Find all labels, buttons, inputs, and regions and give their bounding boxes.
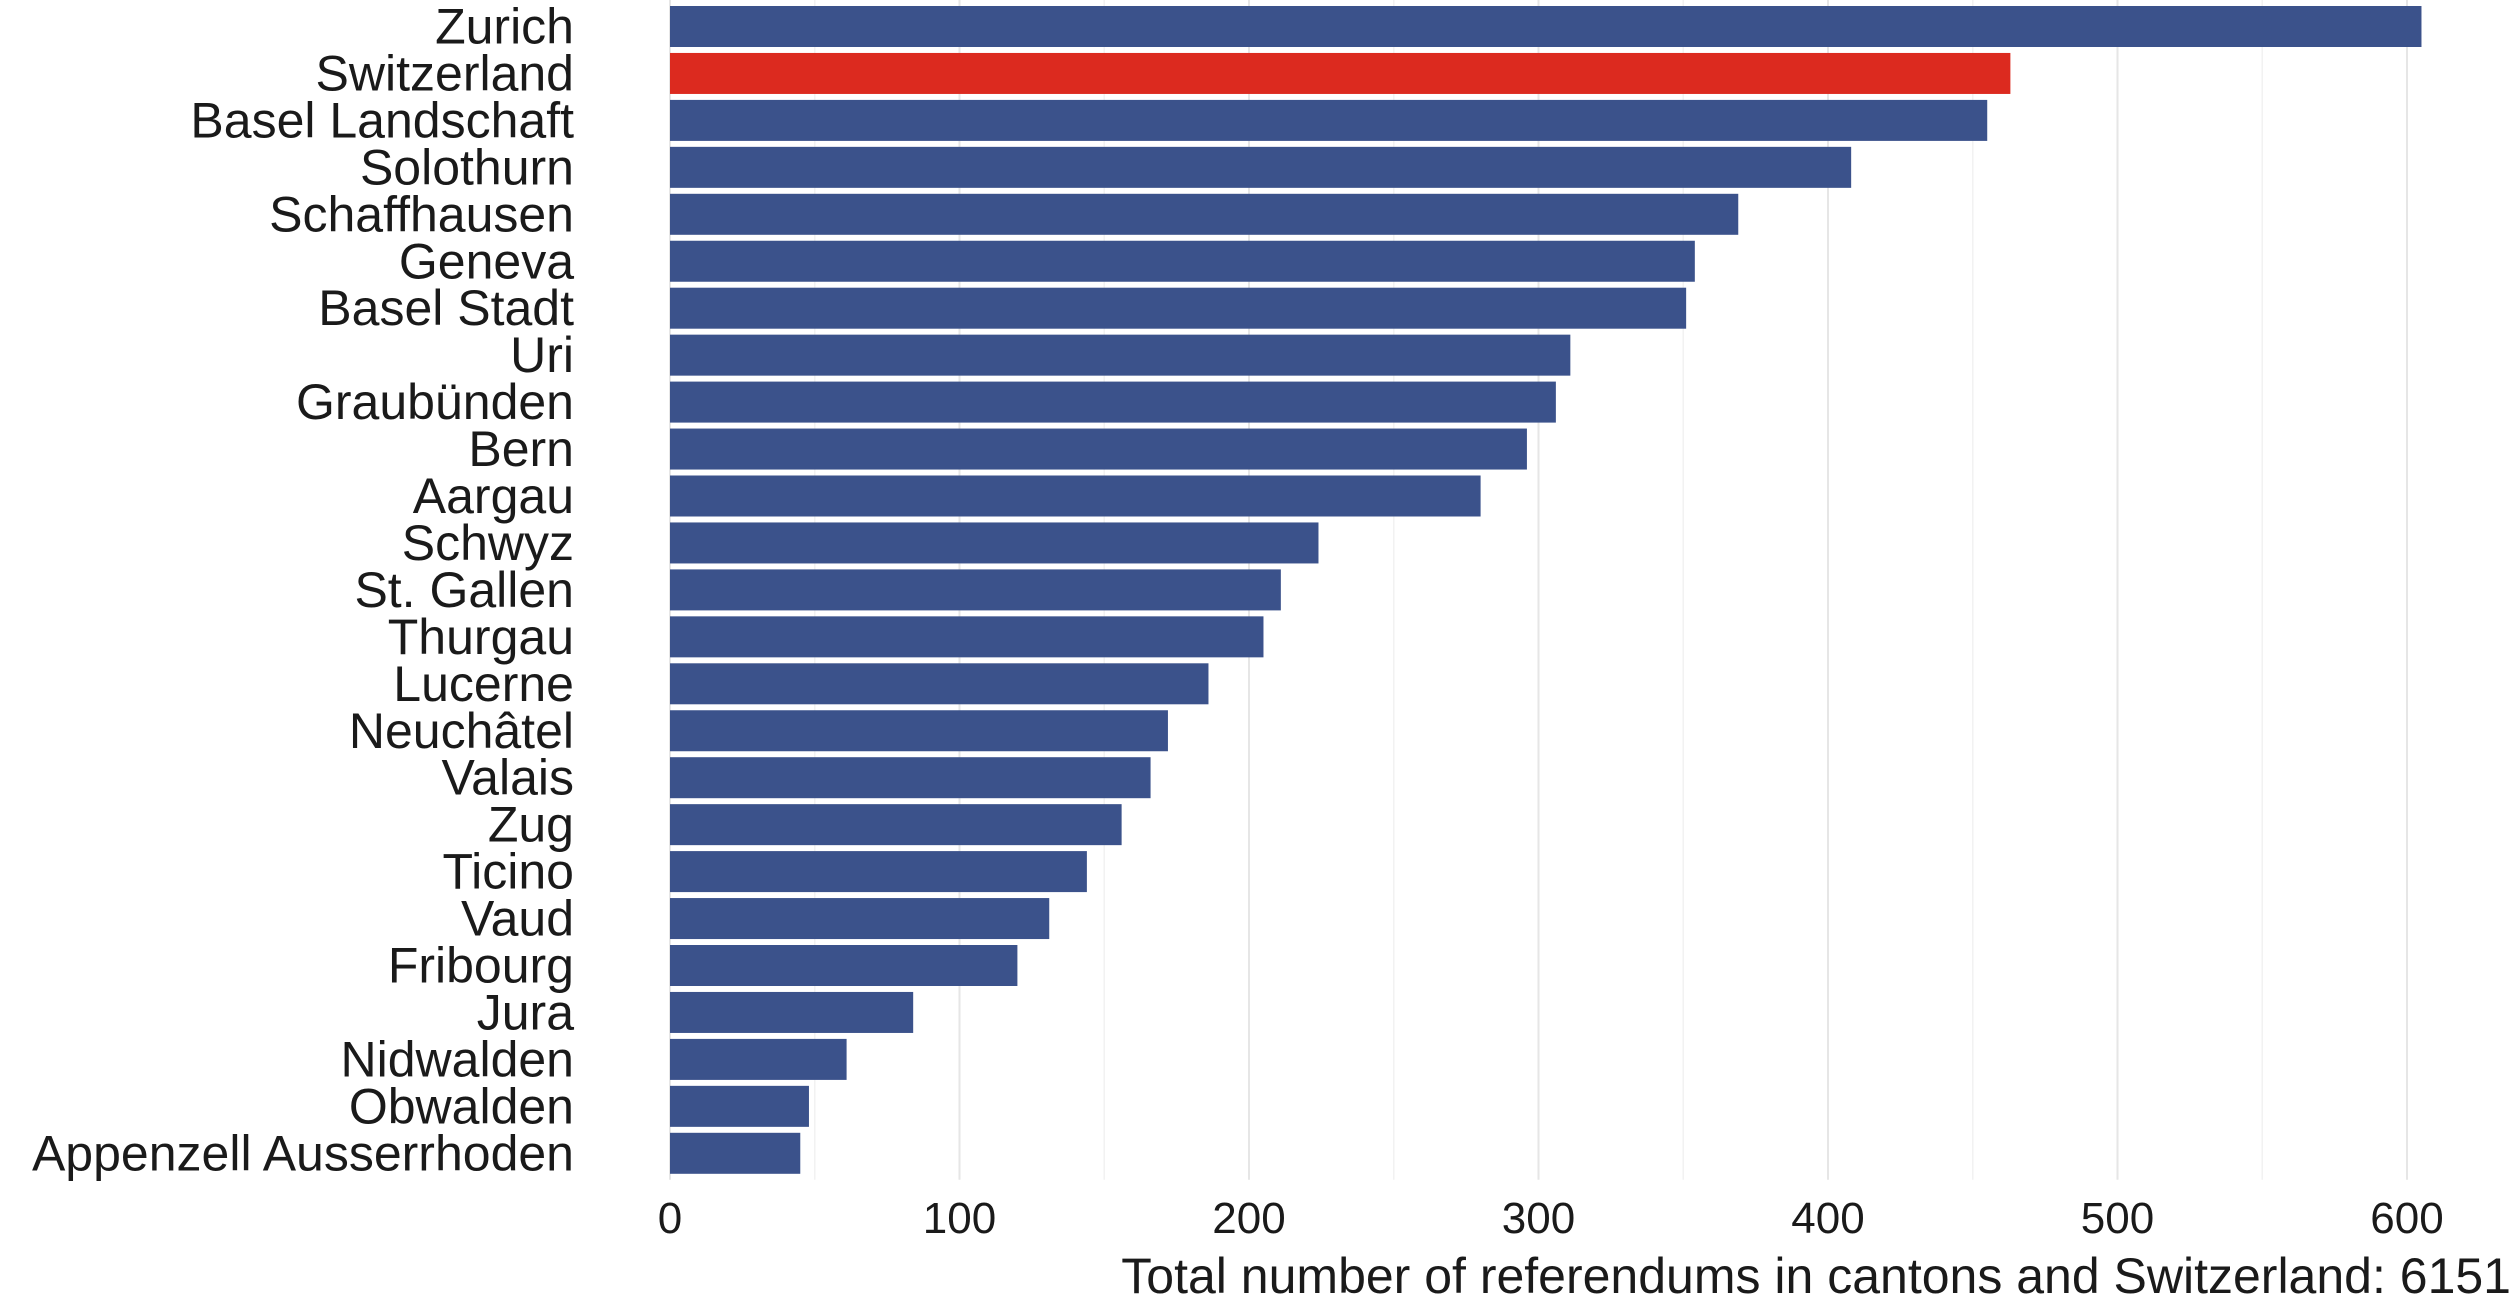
bar-basel-stadt <box>670 287 1687 329</box>
category-label-valais: Valais <box>442 750 574 806</box>
x-tick-label: 300 <box>1502 1194 1575 1243</box>
x-tick-label: 400 <box>1791 1194 1864 1243</box>
bar-nidwalden <box>670 1038 847 1080</box>
tick-label-layer: 0 100 200 300 400 500 600 <box>658 1194 2444 1243</box>
bar-st-gallen <box>670 569 1281 611</box>
bar-appenzell-ausserrhoden <box>670 1132 801 1174</box>
bar-bern <box>670 428 1527 470</box>
category-label-schaffhausen: Schaffhausen <box>269 186 574 242</box>
category-label-geneva: Geneva <box>399 233 574 289</box>
category-label-vaud: Vaud <box>461 891 574 947</box>
category-label-appenzell-ausserrhoden: Appenzell Ausserrhoden <box>32 1125 574 1181</box>
bar-fribourg <box>670 945 1018 986</box>
category-label-obwalden: Obwalden <box>349 1078 574 1134</box>
category-label-ticino: Ticino <box>442 844 574 900</box>
bar-geneva <box>670 240 1695 282</box>
x-tick-label: 200 <box>1212 1194 1285 1243</box>
category-label-aargau: Aargau <box>413 468 574 524</box>
category-label-nidwalden: Nidwalden <box>341 1031 574 1087</box>
bar-uri <box>670 334 1571 376</box>
x-tick-label: 0 <box>658 1194 682 1243</box>
bar-vaud <box>670 898 1050 940</box>
bar-schaffhausen <box>670 193 1739 235</box>
category-label-switzerland: Switzerland <box>316 45 574 101</box>
bar-basel-landschaft <box>670 99 1988 141</box>
category-label-bern: Bern <box>468 421 574 477</box>
x-tick-label: 100 <box>923 1194 996 1243</box>
category-label-thurgau: Thurgau <box>388 609 574 665</box>
bar-zurich <box>670 6 2422 47</box>
x-axis-title: Total number of referendums in cantons a… <box>1121 1248 2511 1304</box>
x-tick-label: 600 <box>2370 1194 2443 1243</box>
category-label-lucerne: Lucerne <box>393 656 574 712</box>
category-label-jura: Jura <box>477 984 574 1040</box>
category-label-graubunden: Graubünden <box>296 374 574 430</box>
bar-layer <box>670 6 2422 1174</box>
category-label-st-gallen: St. Gallen <box>354 562 574 618</box>
category-label-zurich: Zurich <box>435 0 574 55</box>
category-label-basel-stadt: Basel Stadt <box>318 280 574 336</box>
bar-solothurn <box>670 146 1852 188</box>
bar-aargau <box>670 475 1481 517</box>
bar-valais <box>670 757 1151 799</box>
category-label-schwyz: Schwyz <box>402 515 574 571</box>
category-label-basel-landschaft: Basel Landschaft <box>190 92 574 148</box>
bar-schwyz <box>670 522 1319 564</box>
bar-jura <box>670 991 914 1033</box>
category-label-uri: Uri <box>510 327 574 383</box>
bar-switzerland <box>670 52 2011 94</box>
bar-obwalden <box>670 1085 809 1127</box>
bar-ticino <box>670 851 1087 893</box>
bar-thurgau <box>670 616 1264 658</box>
category-label-zug: Zug <box>488 797 574 853</box>
bar-neuchatel <box>670 710 1168 752</box>
bar-zug <box>670 804 1122 846</box>
bar-graubunden <box>670 381 1556 423</box>
category-label-solothurn: Solothurn <box>360 139 574 195</box>
category-label-neuchatel: Neuchâtel <box>349 703 574 759</box>
category-label-fribourg: Fribourg <box>388 938 574 994</box>
bar-lucerne <box>670 663 1209 705</box>
x-tick-label: 500 <box>2081 1194 2154 1243</box>
